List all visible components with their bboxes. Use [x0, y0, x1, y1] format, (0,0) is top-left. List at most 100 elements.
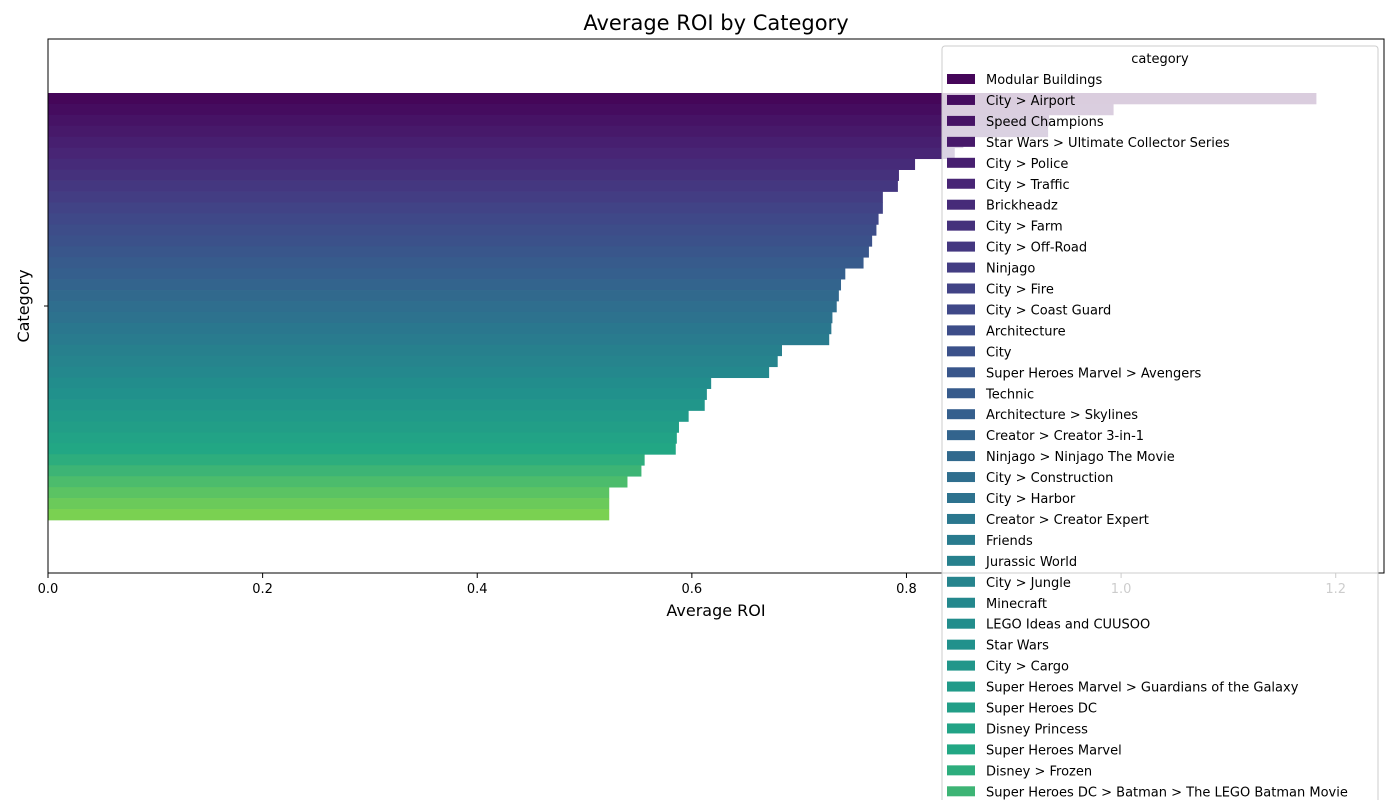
bar-30	[48, 421, 679, 433]
legend-swatch	[947, 597, 975, 608]
legend-label: Ninjago > Ninjago The Movie	[986, 450, 1175, 465]
legend-label: LEGO Ideas and CUUSOO	[986, 618, 1150, 633]
legend-box	[941, 45, 1379, 804]
bar-24	[48, 355, 778, 368]
legend-swatch	[947, 723, 975, 734]
legend-swatch	[947, 325, 975, 336]
bar-21	[48, 322, 832, 335]
legend-swatch	[947, 283, 975, 294]
bar-3	[48, 125, 1049, 138]
legend-swatch	[947, 346, 975, 357]
legend-label: Super Heroes Marvel > Guardians of the G…	[986, 681, 1299, 696]
bar-38	[48, 509, 610, 521]
bar-4	[48, 136, 964, 149]
bar-36	[48, 487, 610, 499]
bar-26	[48, 377, 712, 389]
bar-2	[48, 114, 1050, 127]
legend-label: Super Heroes Marvel > Avengers	[986, 366, 1202, 381]
legend-label: Super Heroes DC > Batman > The LEGO Batm…	[986, 785, 1348, 800]
legend-swatch	[947, 534, 975, 545]
legend-label: Star Wars	[986, 639, 1049, 654]
legend-label: City > Jungle	[986, 576, 1071, 591]
bar-1	[48, 103, 1114, 116]
bar-32	[48, 443, 676, 455]
legend-label: City > Construction	[986, 471, 1113, 486]
legend-swatch	[947, 639, 975, 650]
legend-label: Modular Buildings	[986, 73, 1102, 88]
bar-7	[48, 169, 899, 181]
legend-label: City > Fire	[986, 283, 1054, 298]
bar-0	[48, 93, 1317, 105]
bar-14	[48, 246, 869, 258]
legend-swatch	[947, 576, 975, 587]
bar-18	[48, 290, 839, 302]
legend-label: Creator > Creator Expert	[986, 513, 1149, 528]
legend-swatch	[947, 681, 975, 692]
legend-label: City > Airport	[986, 94, 1075, 109]
legend-label: Disney > Frozen	[986, 764, 1092, 779]
bar-27	[48, 388, 707, 400]
bar-22	[48, 333, 830, 346]
legend-label: Architecture	[986, 324, 1066, 339]
legend-title: category	[1131, 52, 1189, 67]
legend-swatch	[947, 115, 975, 126]
legend-swatch	[947, 430, 975, 441]
legend-swatch	[947, 157, 975, 168]
legend-swatch	[947, 555, 975, 566]
legend-swatch	[947, 241, 975, 252]
x-axis-label: Average ROI	[666, 601, 765, 620]
bar-23	[48, 344, 782, 357]
legend-swatch	[947, 409, 975, 420]
legend-label: Super Heroes DC	[986, 702, 1097, 717]
legend-swatch	[947, 493, 975, 503]
legend-swatch	[947, 744, 975, 755]
bar-28	[48, 399, 705, 411]
legend-label: Ninjago	[986, 262, 1035, 277]
legend-swatch	[947, 513, 975, 524]
legend-label: Friends	[986, 534, 1033, 549]
bar-25	[48, 366, 770, 379]
legend-label: Brickheadz	[986, 199, 1058, 214]
legend-label: City > Police	[986, 157, 1068, 172]
legend-swatch	[947, 618, 975, 629]
legend-swatch	[947, 765, 975, 776]
bar-17	[48, 279, 842, 291]
legend-label: City > Harbor	[986, 492, 1076, 507]
bar-12	[48, 224, 877, 236]
legend-label: Speed Champions	[986, 115, 1104, 130]
legend-swatch	[947, 94, 975, 105]
chart-title: Average ROI by Category	[583, 11, 848, 35]
bar-15	[48, 257, 864, 269]
bar-31	[48, 432, 677, 444]
legend-swatch	[947, 786, 975, 797]
bar-9	[48, 191, 883, 203]
legend-label: City > Traffic	[986, 178, 1070, 193]
legend-label: City > Farm	[986, 220, 1063, 235]
bar-35	[48, 476, 628, 488]
legend-swatch	[947, 367, 975, 378]
bar-19	[48, 301, 837, 313]
x-tick-label: 0.0	[38, 582, 59, 597]
y-axis-label: Category	[14, 269, 33, 342]
bar-13	[48, 235, 873, 247]
legend-label: Star Wars > Ultimate Collector Series	[986, 136, 1230, 151]
bar-11	[48, 213, 879, 225]
bar-10	[48, 202, 883, 214]
legend-swatch	[947, 199, 975, 210]
legend-label: City > Cargo	[986, 660, 1069, 675]
legend: category Modular Buildings City > Airport…	[941, 45, 1379, 804]
legend-label: City > Off-Road	[986, 241, 1087, 256]
legend-label: Creator > Creator 3-in-1	[986, 429, 1144, 444]
legend-swatch	[947, 472, 975, 483]
x-tick-label: 0.6	[682, 582, 703, 597]
legend-swatch	[947, 262, 975, 273]
legend-swatch	[947, 304, 975, 315]
bar-6	[48, 158, 916, 170]
bar-5	[48, 147, 955, 160]
x-tick-label: 0.8	[896, 582, 917, 597]
legend-label: Jurassic World	[985, 555, 1077, 570]
legend-label: Architecture > Skylines	[986, 408, 1138, 423]
bar-29	[48, 410, 689, 422]
